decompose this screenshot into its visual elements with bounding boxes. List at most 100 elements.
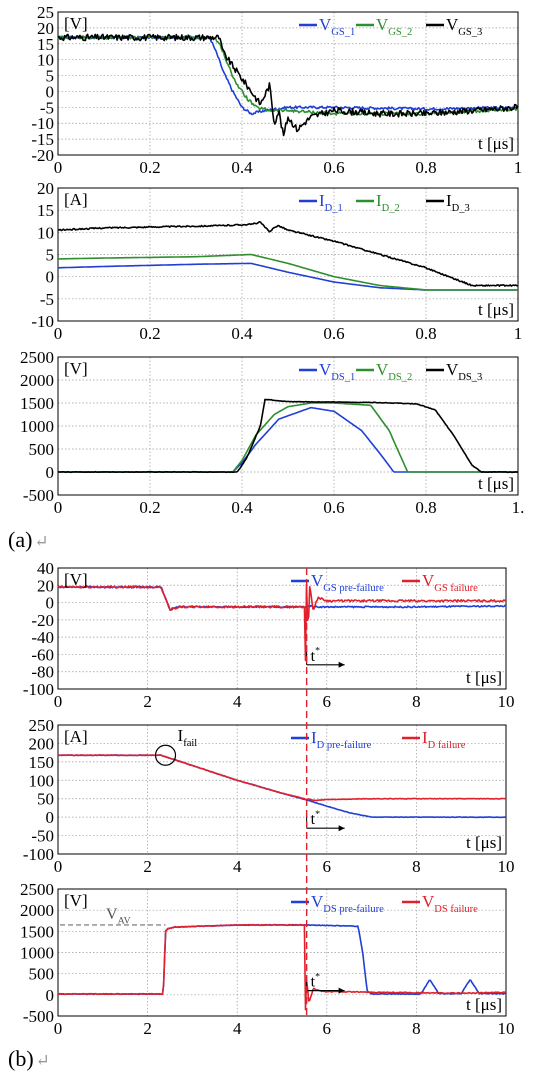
legend-label: ID_1: [319, 191, 343, 214]
x-tick-label: 0.4: [231, 158, 253, 177]
y-tick-label: 100: [29, 771, 55, 790]
y-tick-label: 15: [37, 201, 54, 220]
y-tick-label: 200: [29, 734, 55, 753]
y-tick-label: 10: [37, 51, 54, 70]
legend-label: VGS_2: [376, 15, 412, 38]
y-tick-label: -5: [40, 290, 54, 309]
arrow-head-icon: [338, 987, 345, 994]
legend-label: ID_2: [376, 191, 400, 214]
x-axis-label: t [μs]: [478, 474, 514, 493]
y-tick-label: 1500: [20, 922, 54, 941]
series-line-ID-failure: [57, 754, 507, 802]
plot-frame: [57, 187, 519, 322]
legend-label: VDS_1: [319, 360, 355, 383]
series-line-ID-pre-failure: [57, 754, 507, 819]
x-tick-label: 0.6: [323, 158, 344, 177]
y-tick-label: -80: [31, 663, 54, 682]
x-tick-label: 6: [323, 857, 332, 876]
series-line-VGS_2: [57, 34, 519, 117]
x-tick-label: 0: [54, 324, 63, 343]
x-tick-label: 0.2: [139, 158, 160, 177]
x-tick-label: 1: [514, 324, 523, 343]
x-axis-label: t [μs]: [478, 134, 514, 153]
y-tick-label: 150: [29, 753, 55, 772]
x-tick-label: 6: [323, 1019, 332, 1038]
x-tick-label: 6: [323, 692, 332, 711]
y-tick-label: 2500: [20, 348, 54, 367]
y-tick-label: -50: [31, 827, 54, 846]
unit-label: [V]: [64, 570, 88, 589]
y-tick-label: -500: [23, 1007, 54, 1026]
y-tick-label: 15: [37, 35, 54, 54]
return-mark-icon: ↵: [35, 1051, 50, 1070]
x-tick-label: 0: [54, 692, 63, 711]
plot-frame: [57, 724, 507, 855]
x-tick-label: 8: [412, 1019, 421, 1038]
series-line-VDS_3: [57, 398, 519, 474]
y-tick-label: 20: [37, 19, 54, 38]
y-tick-label: 10: [37, 223, 54, 242]
t-star-label: t*: [311, 809, 320, 828]
y-tick-label: 2000: [20, 371, 54, 390]
x-axis-label: t [μs]: [478, 300, 514, 319]
unit-label: [A]: [64, 727, 88, 746]
y-tick-label: -60: [31, 645, 54, 664]
arrow-head-icon: [338, 825, 345, 832]
x-tick-label: 1.: [512, 498, 525, 517]
legend-label: VGS_3: [446, 15, 482, 38]
y-tick-label: 2500: [20, 880, 54, 899]
series-line-VDS_2: [58, 402, 518, 473]
legend-label: VGS failure: [422, 571, 478, 594]
series-line-VGS_1: [58, 35, 519, 116]
x-tick-label: 0.8: [415, 498, 436, 517]
legend-label: VDS_2: [376, 360, 412, 383]
y-tick-label: 1000: [20, 944, 54, 963]
y-tick-label: 5: [46, 67, 55, 86]
legend-label: ID failure: [422, 728, 466, 751]
y-tick-label: 40: [37, 559, 54, 578]
legend-label: VDS failure: [422, 892, 478, 915]
x-axis-label: t [μs]: [466, 668, 502, 687]
legend-label: VGS pre-failure: [311, 571, 384, 594]
return-mark-icon: ↵: [34, 532, 49, 551]
y-tick-label: -100: [23, 680, 54, 699]
x-tick-label: 10: [498, 692, 515, 711]
x-tick-label: 2: [143, 857, 152, 876]
x-tick-label: 1: [514, 158, 523, 177]
caption-b: (b) ↵: [8, 1046, 50, 1072]
series-line-VDS-pre-failure: [57, 923, 507, 996]
x-tick-label: 0.2: [139, 324, 160, 343]
y-tick-label: 2000: [20, 901, 54, 920]
x-axis-label: t [μs]: [466, 833, 502, 852]
series-line-VDS_1: [58, 406, 518, 473]
plot-frame: [57, 888, 507, 1017]
x-tick-label: 0.8: [415, 324, 436, 343]
y-tick-label: 0: [46, 986, 55, 1005]
x-tick-label: 4: [233, 857, 242, 876]
unit-label: [A]: [64, 190, 88, 209]
plot-frame: [57, 356, 519, 496]
t-star-label: t*: [311, 646, 320, 665]
y-tick-label: -20: [31, 611, 54, 630]
y-tick-label: -10: [31, 312, 54, 331]
y-tick-label: -10: [31, 114, 54, 133]
i-fail-label: Ifail: [178, 726, 198, 749]
y-tick-label: 0: [46, 268, 55, 287]
series-line-ID_2: [58, 253, 518, 291]
caption-b-text: (b): [8, 1046, 34, 1071]
unit-label: [V]: [64, 14, 88, 33]
series-line-VGS-failure: [57, 583, 507, 662]
plot-frame: [57, 11, 519, 156]
x-tick-label: 2: [143, 1019, 152, 1038]
legend-label: ID pre-failure: [311, 728, 372, 751]
series-line-VGS_3: [57, 33, 519, 137]
unit-label: [V]: [64, 359, 88, 378]
y-tick-label: 50: [37, 790, 54, 809]
y-tick-label: 500: [29, 965, 55, 984]
caption-a: (a) ↵: [8, 527, 49, 553]
